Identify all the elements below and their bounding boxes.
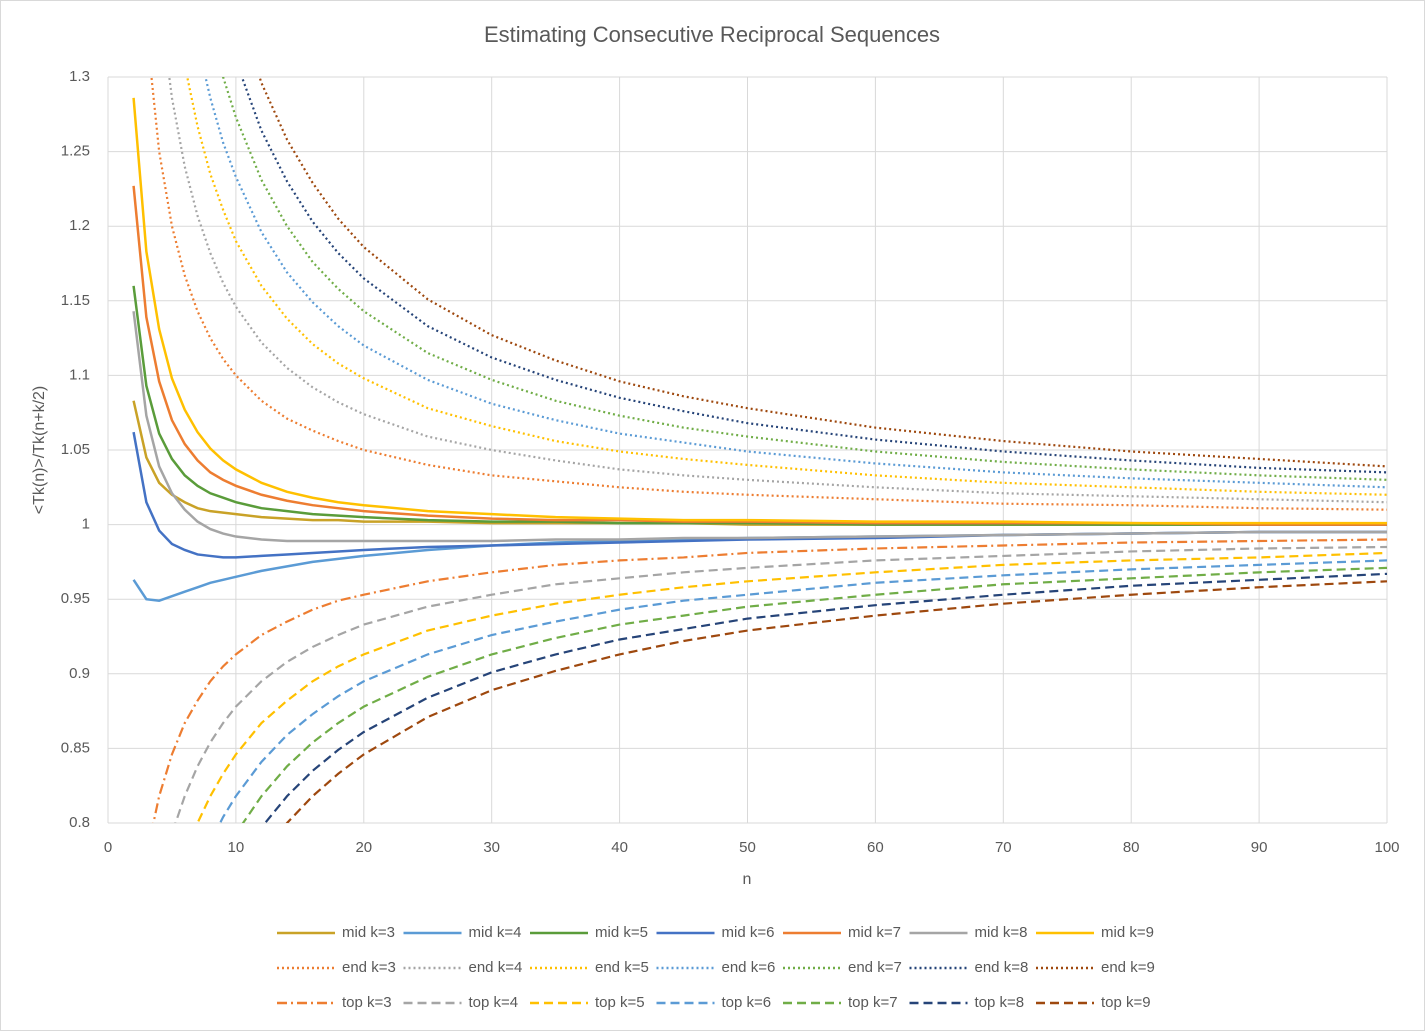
legend-label: top k=5 [595,994,645,1011]
y-tick-label: 1.25 [61,143,90,160]
y-tick-label: 1.2 [69,217,90,234]
legend-label: end k=8 [975,959,1029,976]
legend-label: mid k=5 [595,924,648,941]
y-tick-label: 1.05 [61,441,90,458]
x-tick-label: 90 [1251,839,1268,856]
legend-label: end k=3 [342,959,396,976]
x-tick-label: 10 [228,839,245,856]
x-tick-label: 30 [483,839,500,856]
series-line [263,572,1387,823]
y-tick-label: 1.15 [61,292,90,309]
x-tick-label: 40 [611,839,628,856]
y-axis-label: <Tk(n)>/Tk(n+k/2) [31,386,48,514]
y-tick-label: 0.8 [69,814,90,831]
series-line [168,77,1387,504]
legend-label: top k=6 [722,994,772,1011]
legend-label: mid k=6 [722,924,775,941]
x-axis-label: n [743,871,752,888]
x-tick-label: 50 [739,839,756,856]
legend-label: mid k=7 [848,924,901,941]
legend-label: mid k=8 [975,924,1028,941]
y-tick-label: 1 [82,516,90,533]
series-line [174,545,1387,823]
series-line [132,431,1387,559]
x-tick-label: 20 [355,839,372,856]
series-line [152,538,1387,823]
series-line [241,566,1387,823]
legend-label: end k=5 [595,959,649,976]
x-tick-label: 0 [104,839,112,856]
legend-label: mid k=9 [1101,924,1154,941]
x-tick-label: 80 [1123,839,1140,856]
series-line [132,311,1387,543]
x-tick-label: 70 [995,839,1012,856]
legend-label: top k=3 [342,994,392,1011]
series-line [132,285,1387,526]
legend-label: top k=8 [975,994,1025,1011]
series-line [218,559,1387,823]
legend-label: end k=6 [722,959,776,976]
legend-label: mid k=3 [342,924,395,941]
legend-label: end k=9 [1101,959,1155,976]
y-tick-label: 1.1 [69,366,90,383]
series-line [196,551,1387,823]
series-line [258,77,1387,468]
plot-lines [132,77,1387,823]
series-line [132,97,1387,525]
x-tick-label: 60 [867,839,884,856]
legend-label: top k=9 [1101,994,1151,1011]
legend-label: end k=7 [848,959,902,976]
chart-title: Estimating Consecutive Reciprocal Sequen… [484,22,940,47]
series-line [132,185,1387,526]
y-tick-label: 0.95 [61,590,90,607]
series-line [285,580,1387,823]
legend-label: top k=7 [848,994,898,1011]
legend-label: top k=4 [469,994,519,1011]
series-line [186,77,1387,496]
legend: mid k=3 mid k=4 mid k=5 mid k=6 mid k=7 mid k… [277,924,1155,1011]
series-line [204,77,1387,489]
series-line [150,77,1387,511]
series-line [221,77,1387,481]
x-tick-label: 100 [1374,839,1399,856]
y-tick-label: 0.9 [69,665,90,682]
legend-label: mid k=4 [469,924,522,941]
series-line [240,77,1387,474]
legend-label: end k=4 [469,959,523,976]
y-tick-label: 0.85 [61,739,90,756]
y-tick-label: 1.3 [69,68,90,85]
